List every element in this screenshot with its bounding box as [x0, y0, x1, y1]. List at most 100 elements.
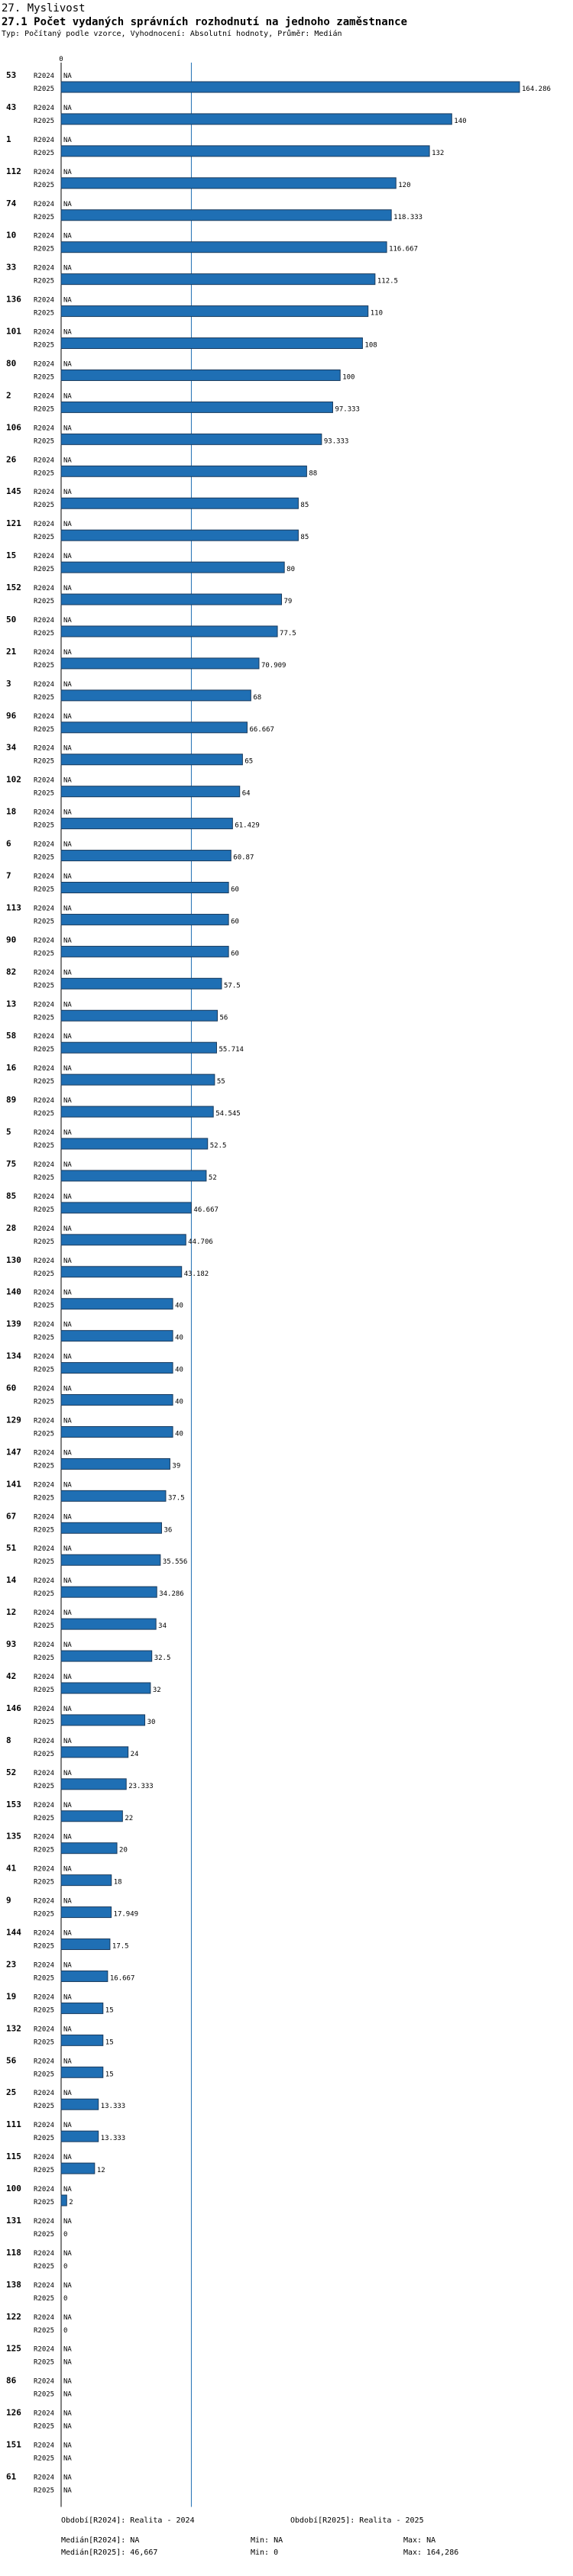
series-label-r2024: R2024	[34, 1674, 54, 1681]
series-label-r2025: R2025	[34, 2135, 54, 2142]
bar-r2025	[60, 945, 229, 957]
value-label-r2024: NA	[63, 713, 72, 721]
series-label-r2025: R2025	[34, 310, 54, 318]
bar-r2025	[60, 2066, 104, 2078]
category-label: 10	[6, 231, 16, 240]
series-label-r2025: R2025	[34, 1687, 54, 1694]
value-label-r2025: 12	[97, 2167, 105, 2174]
series-label-r2024: R2024	[34, 1354, 54, 1361]
series-label-r2025: R2025	[34, 1622, 54, 1630]
series-label-r2025: R2025	[34, 662, 54, 670]
bar-r2025	[60, 2162, 96, 2174]
value-label-r2025: 20	[119, 1847, 128, 1855]
series-label-r2025: R2025	[34, 598, 54, 605]
section-title: 27. Myslivost	[2, 2, 86, 15]
value-label-r2025: 60.87	[233, 854, 254, 862]
series-label-r2025: R2025	[34, 1078, 54, 1086]
value-label-r2025: 30	[147, 1719, 156, 1726]
category-label: 135	[6, 1832, 21, 1842]
bar-r2025	[60, 1298, 173, 1310]
value-label-r2025: 32	[153, 1687, 161, 1694]
value-label-r2025: 23.333	[128, 1783, 154, 1790]
bar-r2025	[60, 1490, 167, 1502]
category-label: 132	[6, 2023, 21, 2033]
footer-max-r2024: Max: NA	[403, 2536, 436, 2545]
bar-r2025	[60, 1522, 162, 1534]
category-label: 23	[6, 1959, 16, 1969]
category-label: 19	[6, 1991, 16, 2001]
value-label-r2025: 34.286	[159, 1590, 184, 1598]
series-label-r2024: R2024	[34, 1609, 54, 1617]
value-label-r2025: 40	[175, 1335, 183, 1342]
bar-r2025	[60, 2130, 99, 2142]
series-label-r2025: R2025	[34, 566, 54, 573]
bar-r2025	[60, 1714, 146, 1726]
category-label: 102	[6, 775, 21, 785]
category-label: 13	[6, 999, 16, 1009]
series-label-r2024: R2024	[34, 2346, 54, 2354]
bar-r2025	[60, 977, 222, 989]
category-label: 93	[6, 1639, 16, 1649]
series-label-r2025: R2025	[34, 2167, 54, 2174]
series-label-r2024: R2024	[34, 1513, 54, 1521]
bar-r2025	[60, 241, 387, 253]
series-label-r2024: R2024	[34, 681, 54, 689]
value-label-r2025: 110	[371, 310, 383, 318]
series-label-r2025: R2025	[34, 1879, 54, 1887]
value-label-r2024: NA	[63, 1770, 72, 1777]
series-label-r2025: R2025	[34, 886, 54, 894]
value-label-r2025: 132	[432, 150, 444, 157]
footer-min-r2025: Min: 0	[251, 2549, 279, 2557]
series-label-r2025: R2025	[34, 1206, 54, 1214]
category-label: 82	[6, 967, 16, 976]
series-label-r2024: R2024	[34, 1577, 54, 1585]
value-label-r2024: NA	[63, 1354, 72, 1361]
value-label-r2024: NA	[63, 1802, 72, 1809]
bar-r2025	[60, 625, 278, 638]
category-label: 34	[6, 743, 17, 753]
series-label-r2025: R2025	[34, 1303, 54, 1310]
category-label: 53	[6, 70, 16, 80]
category-label: 28	[6, 1223, 16, 1233]
series-label-r2024: R2024	[34, 1545, 54, 1553]
series-label-r2024: R2024	[34, 777, 54, 785]
value-label-r2024: NA	[63, 2154, 72, 2161]
series-label-r2024: R2024	[34, 2186, 54, 2193]
series-label-r2024: R2024	[34, 297, 54, 305]
value-label-r2024: NA	[63, 2346, 72, 2354]
bar-r2025	[60, 721, 248, 734]
category-label: 125	[6, 2344, 21, 2354]
series-label-r2025: R2025	[34, 918, 54, 925]
footer-median-r2025: Medián[R2025]: 46,667	[61, 2549, 158, 2557]
series-label-r2024: R2024	[34, 617, 54, 625]
category-label: 3	[6, 679, 11, 689]
value-label-r2024: NA	[63, 2218, 72, 2226]
series-label-r2024: R2024	[34, 553, 54, 560]
series-label-r2025: R2025	[34, 1174, 54, 1182]
category-label: 42	[6, 1671, 16, 1681]
value-label-r2024: NA	[63, 105, 72, 112]
series-label-r2024: R2024	[34, 360, 54, 368]
value-label-r2025: 43.182	[184, 1270, 209, 1278]
bar-r2025	[60, 1170, 207, 1182]
value-label-r2025: 85	[300, 502, 309, 509]
series-label-r2025: R2025	[34, 1110, 54, 1118]
series-label-r2024: R2024	[34, 1097, 54, 1105]
value-label-r2025: 40	[175, 1303, 183, 1310]
value-label-r2024: NA	[63, 233, 72, 240]
value-label-r2025: 61.429	[235, 822, 260, 830]
value-label-r2025: 118.333	[393, 214, 422, 221]
value-label-r2024: NA	[63, 617, 72, 625]
value-label-r2025: 140	[454, 118, 466, 125]
category-label: 61	[6, 2472, 17, 2482]
category-label: 6	[6, 839, 11, 849]
bar-r2025	[60, 1970, 108, 1982]
value-label-r2025: 13.333	[101, 2135, 126, 2142]
series-label-r2024: R2024	[34, 1290, 54, 1297]
category-label: 52	[6, 1767, 16, 1777]
value-label-r2024: NA	[63, 1834, 72, 1842]
value-label-r2025: 55.714	[219, 1046, 244, 1054]
series-label-r2024: R2024	[34, 2474, 54, 2482]
value-label-r2025: NA	[63, 2391, 72, 2399]
series-label-r2025: R2025	[34, 1974, 54, 1982]
